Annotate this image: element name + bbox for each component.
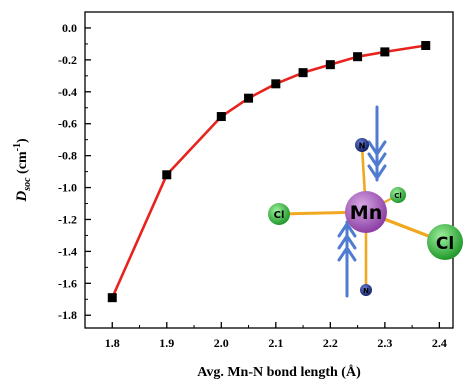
svg-text:N: N [359,142,366,151]
y-tick-label: -0.6 [58,117,77,131]
atom-n-bottom [360,284,372,296]
svg-text:N: N [363,287,369,295]
series-line [111,44,426,299]
atom-mn [345,191,387,233]
y-tick-label: -1.2 [58,212,77,226]
compression-arrow-top-icon [367,105,387,182]
compression-arrow-bottom-icon [337,220,357,298]
data-point-marker [421,41,431,51]
series-markers [107,41,431,303]
data-point-marker [216,112,226,122]
x-axis-label: Avg. Mn-N bond length (Å) [197,364,361,380]
y-tick-label: -1.4 [58,244,77,258]
x-axis-ticks: 1.8 1.9 2.0 2.1 2.2 2.3 2.4 [105,322,447,350]
data-point-marker [353,52,363,62]
atom-n-top [355,138,369,152]
y-tick-label: -0.8 [58,149,77,163]
x-tick-label: 1.8 [105,336,120,350]
data-point-marker [271,79,281,89]
y-axis-label: Dsoc (cm-1) [12,138,33,203]
data-point-marker [325,60,335,70]
x-tick-label: 1.9 [159,336,174,350]
y-tick-label: -1.0 [58,181,77,195]
data-point-marker [298,68,308,78]
mncl3n2-molecule-illustration: N Cl Cl Mn N Cl [268,105,463,298]
x-tick-label: 2.3 [377,336,392,350]
y-tick-label: -0.2 [58,53,77,67]
atom-cl-left [268,203,290,225]
y-tick-label: 0.0 [62,21,77,35]
svg-text:Cl: Cl [274,210,285,221]
y-tick-label: -1.6 [58,276,77,290]
data-point-marker [244,93,254,103]
y-tick-label: -0.4 [58,85,77,99]
x-tick-label: 2.0 [214,336,229,350]
data-point-marker [107,293,117,303]
svg-text:Mn: Mn [350,202,382,224]
x-tick-label: 2.2 [323,336,338,350]
svg-text:Cl: Cl [436,234,454,254]
x-tick-label: 2.1 [268,336,283,350]
atom-cl-right [427,224,463,260]
x-tick-label: 2.4 [432,336,447,350]
data-point-marker [380,47,390,57]
y-tick-label: -1.8 [58,308,77,322]
plot-frame [84,11,454,329]
y-axis-ticks: 0.0 -0.2 -0.4 -0.6 -0.8 -1.0 -1.2 -1.4 -1.6 -1.8 [58,21,91,322]
svg-text:Cl: Cl [394,192,402,200]
data-point-marker [162,170,172,180]
atom-cl-back [390,187,406,203]
